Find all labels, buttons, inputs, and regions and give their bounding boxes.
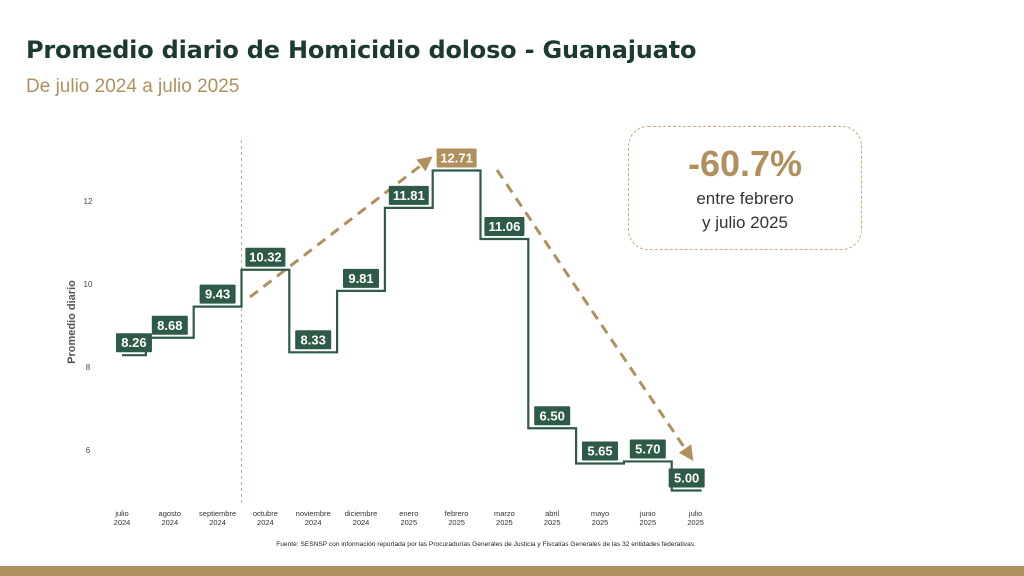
value-label-box — [115, 333, 152, 353]
x-tick-label-year: 2024 — [353, 518, 370, 527]
change-percentage: -60.7% — [687, 143, 803, 184]
series-line — [122, 169, 702, 492]
value-label: 5.00 — [668, 468, 705, 488]
value-label-box — [582, 441, 618, 461]
x-tick-label-year: 2024 — [114, 518, 131, 527]
x-tick-label-year: 2025 — [496, 518, 513, 527]
value-label: 10.32 — [245, 247, 286, 267]
x-tick-label-year: 2025 — [544, 518, 561, 527]
x-tick-label-year: 2024 — [305, 518, 322, 527]
x-tick-label: mayo — [591, 509, 609, 518]
x-tick-label-year: 2024 — [209, 518, 226, 527]
value-label-text: 9.43 — [205, 287, 230, 302]
value-label: 12.71 — [436, 148, 477, 168]
x-tick-label-year: 2025 — [639, 518, 656, 527]
value-label: 5.65 — [582, 441, 618, 461]
y-tick-label: 10 — [84, 280, 93, 289]
x-tick-label: noviembre — [296, 509, 331, 518]
value-label-box — [199, 284, 236, 304]
value-label-text: 5.65 — [587, 444, 612, 459]
x-tick-label: octubre — [253, 509, 278, 518]
value-label: 6.50 — [534, 406, 571, 426]
value-label-text: 8.26 — [121, 335, 146, 350]
x-tick-label: agosto — [159, 509, 182, 518]
x-tick-label-year: 2024 — [161, 518, 178, 527]
value-label-text: 11.06 — [488, 219, 520, 234]
value-label-box — [436, 148, 477, 168]
value-label-box — [151, 315, 188, 335]
value-label-text: 8.33 — [301, 332, 326, 347]
trend-arrow — [495, 169, 694, 461]
x-tick-label: julio — [688, 509, 702, 518]
value-label: 8.26 — [115, 333, 152, 353]
page-title: Promedio diario de Homicidio doloso - Gu… — [26, 36, 697, 64]
value-label-box — [245, 247, 286, 267]
value-label: 8.33 — [295, 330, 332, 350]
x-axis: julio2024agosto2024septiembre2024octubre… — [114, 509, 704, 527]
value-label-box — [534, 406, 571, 426]
trend-arrows — [249, 156, 694, 461]
value-label-text: 5.00 — [674, 471, 699, 486]
value-label-box — [668, 468, 705, 488]
value-label-text: 12.71 — [440, 151, 473, 166]
value-label-text: 10.32 — [249, 250, 282, 265]
value-label: 11.06 — [484, 217, 525, 237]
value-label: 11.81 — [388, 185, 429, 205]
value-label-text: 11.81 — [393, 188, 425, 203]
change-description-line1: entre febrero — [696, 189, 794, 208]
value-labels: 8.26 8.68 9.43 10.32 8.33 9.81 11.81 12.71 11.06… — [115, 148, 705, 488]
value-label-box — [295, 330, 332, 350]
y-axis: 6 8 10 12 — [84, 197, 93, 455]
value-label-box — [484, 217, 525, 237]
x-tick-label: julio — [114, 509, 128, 518]
y-tick-label: 12 — [84, 197, 93, 206]
x-tick-label: abril — [545, 509, 560, 518]
x-tick-label-year: 2025 — [687, 518, 704, 527]
value-label-text: 8.68 — [157, 318, 182, 333]
x-tick-label-year: 2025 — [448, 518, 465, 527]
value-label: 5.70 — [629, 439, 666, 459]
value-label-text: 9.81 — [348, 271, 373, 286]
value-label-text: 6.50 — [540, 408, 565, 423]
x-tick-label: enero — [399, 509, 418, 518]
x-tick-label: febrero — [445, 509, 469, 518]
y-tick-label: 8 — [86, 363, 91, 372]
change-description-line2: y julio 2025 — [701, 213, 788, 232]
x-tick-label: marzo — [494, 509, 515, 518]
footer-bar — [0, 566, 1024, 576]
value-label-box — [388, 185, 429, 205]
value-label-box — [343, 268, 379, 288]
source-note: Fuente: SESNSP con información reportada… — [276, 541, 696, 548]
series-step-path — [122, 169, 702, 492]
x-tick-label: septiembre — [199, 509, 236, 518]
value-label-box — [629, 439, 666, 459]
trend-arrow — [249, 156, 433, 299]
y-axis-label: Promedio diario — [66, 280, 78, 364]
x-tick-label-year: 2025 — [592, 518, 609, 527]
x-tick-label: diciembre — [345, 509, 378, 518]
x-tick-label: junio — [639, 509, 656, 518]
value-label: 9.43 — [199, 284, 236, 304]
value-label: 8.68 — [151, 315, 188, 335]
y-tick-label: 6 — [86, 446, 91, 455]
value-label: 9.81 — [343, 268, 379, 288]
x-tick-label-year: 2024 — [257, 518, 274, 527]
page-subtitle: De julio 2024 a julio 2025 — [26, 76, 240, 97]
x-tick-label-year: 2025 — [400, 518, 417, 527]
change-callout: -60.7% entre febrero y julio 2025 — [628, 126, 862, 250]
change-description: entre febrero y julio 2025 — [629, 187, 861, 235]
value-label-text: 5.70 — [635, 441, 660, 456]
